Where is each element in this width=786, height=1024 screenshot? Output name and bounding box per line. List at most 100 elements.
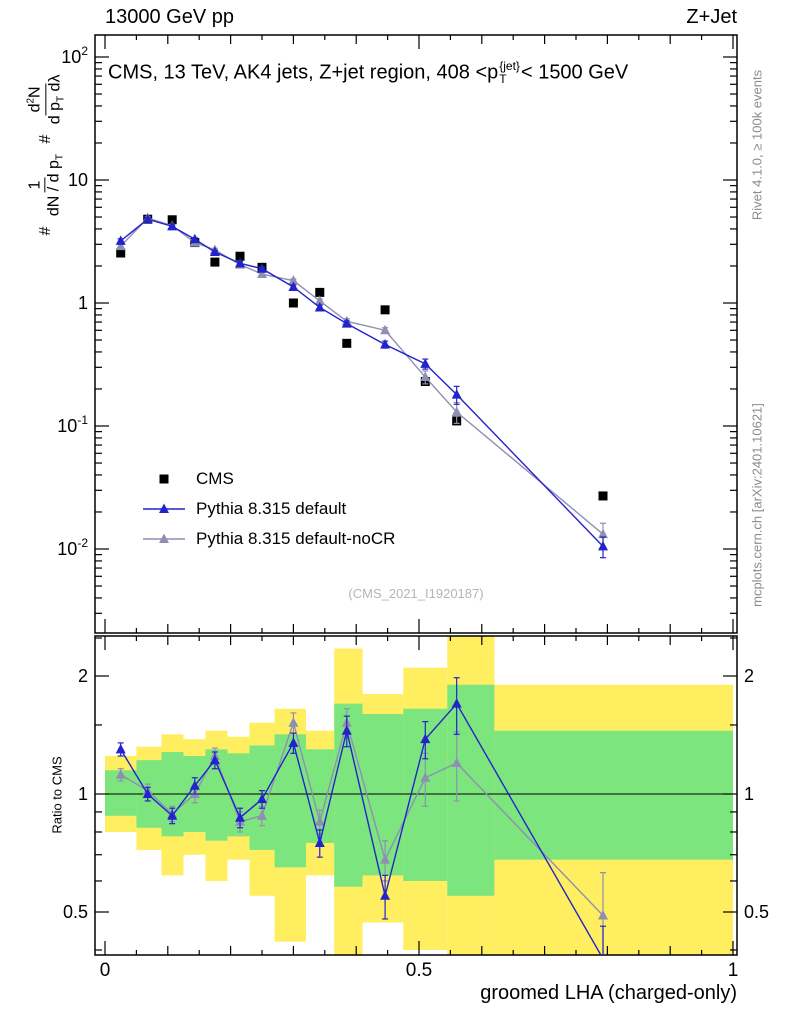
main-series-default-marker [314, 301, 325, 312]
ratio-series-default-marker [142, 788, 153, 798]
main-series-default-marker [288, 281, 299, 291]
ratio-series-default-marker [451, 698, 462, 708]
main-y-tick-label: 10-2 [57, 536, 88, 559]
green-band [227, 753, 250, 837]
triangle-icon [159, 503, 169, 513]
ratio-series-default [115, 677, 607, 955]
fraction: d2N d pT dλ [25, 73, 66, 127]
text-part: T [54, 154, 66, 161]
ratio-series-default-marker [602, 953, 604, 955]
ratio-y-tick-label: 2 [744, 666, 754, 686]
legend-item-0: CMS [141, 464, 395, 494]
ratio-series-default-marker [167, 810, 178, 820]
main-series-cms-marker [167, 215, 177, 225]
main-y-tick-label: 102 [61, 44, 88, 67]
x-tick-label: 0 [100, 960, 111, 981]
ratio-series-nocr-marker [257, 810, 267, 820]
main-frame [94, 34, 738, 634]
ratio-series-default-marker [288, 737, 299, 747]
ratio-uncertainty-bands [105, 636, 733, 955]
triangle-icon [159, 533, 169, 543]
main-series-default-marker [167, 220, 178, 231]
main-series-nocr-marker [314, 295, 325, 305]
main-series-default-marker [341, 318, 352, 328]
ratio-series-default-marker [314, 837, 325, 847]
ratio-y-tick-label: 0.5 [744, 902, 769, 922]
main-series-cms-marker [598, 491, 608, 501]
square-icon [159, 474, 169, 484]
text-part: CMS, 13 TeV, AK4 jets, Z+jet region, 408… [108, 61, 499, 84]
ratio-series-default-marker [420, 733, 431, 744]
square-marker-icon [159, 474, 169, 484]
green-band [205, 749, 228, 841]
fraction: 1 dN / d pT [26, 152, 66, 218]
ratio-y-tick-label: 0.5 [63, 902, 88, 922]
main-series-default-marker [451, 389, 462, 399]
main-series-cms-marker [342, 338, 352, 348]
main-series-cms-marker [380, 305, 390, 315]
main-series-nocr-marker [115, 240, 126, 251]
main-series-default-marker [257, 263, 267, 273]
green-band [274, 734, 306, 868]
legend-label: CMS [196, 469, 234, 488]
main-series-default-marker [209, 246, 220, 256]
text-part: # [37, 130, 55, 149]
rivet-version-credit: Rivet 4.1.0, ≥ 100k events [749, 69, 765, 221]
triangle-marker-icon [143, 533, 185, 543]
ratio-series-nocr-marker [598, 909, 609, 920]
ratio-y-tick-label: 1 [744, 784, 754, 804]
main-series-default-marker [380, 338, 391, 349]
axis-ticks [95, 35, 737, 955]
ratio-series-default-marker [115, 743, 126, 754]
main-y-axis-title: # 1 dN / d pT # d2N d pT dλ [25, 69, 66, 236]
legend-item-2: Pythia 8.315 default-noCR [141, 524, 395, 554]
text-part: d [26, 103, 44, 113]
ratio-series-nocr-marker [314, 816, 325, 826]
text-part: T [55, 95, 67, 102]
main-series-default-marker [598, 540, 609, 551]
text-part: dN / d p [45, 160, 63, 217]
ratio-series-nocr-marker [420, 772, 431, 782]
mcplots-credit: mcplots.cern.ch [arXiv:2401.10621] [749, 403, 765, 607]
process-label: Z+Jet [686, 6, 737, 28]
main-y-tick-label: 1 [78, 293, 88, 313]
main-series-cms-marker [210, 257, 220, 267]
text-part: dλ [46, 74, 64, 96]
main-series-nocr-marker [598, 528, 609, 539]
axis-tick-labels: 102 10 1 10-1 10-2 2 2 1 1 0.5 0.5 0 0.5 1 [57, 44, 769, 981]
ratio-series-default-marker [257, 793, 267, 804]
main-y-tick-label: 10 [68, 170, 88, 190]
ratio-y-axis-title: Ratio to CMS [49, 756, 65, 834]
triangle-marker-icon [143, 503, 185, 513]
plot-title: CMS, 13 TeV, AK4 jets, Z+jet region, 408… [108, 59, 629, 87]
ratio-series-default-marker [189, 780, 200, 790]
main-series-default-marker [420, 358, 431, 368]
main-series-cms-marker [315, 287, 325, 297]
legend-item-1: Pythia 8.315 default [141, 494, 395, 524]
sup-sub-stack: {jet} T [499, 59, 520, 87]
x-axis-title: groomed LHA (charged-only) [480, 982, 737, 1004]
text-part: N [26, 86, 44, 98]
ratio-series-nocr-marker [288, 717, 299, 727]
ratio-series-default-line [120, 702, 602, 955]
main-series-nocr-marker [451, 406, 462, 416]
beam-energy-label: 13000 GeV pp [105, 6, 234, 28]
main-series-nocr-marker [420, 371, 431, 382]
main-series-cms-marker [116, 248, 126, 258]
main-series-default-marker [115, 235, 126, 245]
main-series-default [115, 213, 609, 559]
text-part: 1 [26, 180, 44, 190]
x-tick-label: 1 [728, 960, 739, 981]
ratio-series-nocr-marker [115, 769, 126, 779]
main-series-nocr-marker [288, 275, 299, 285]
text-part: # [37, 222, 55, 236]
main-series-nocr-marker [257, 268, 267, 279]
ratio-frame [94, 635, 738, 956]
green-band [447, 684, 495, 896]
legend: CMS Pythia 8.315 default Pythia 8.315 defa… [141, 464, 395, 554]
main-series-cms-marker [235, 251, 245, 261]
main-y-tick-label: 10-1 [57, 413, 88, 436]
text-part: d p [46, 101, 64, 125]
text-part: < 1500 GeV [520, 61, 629, 84]
